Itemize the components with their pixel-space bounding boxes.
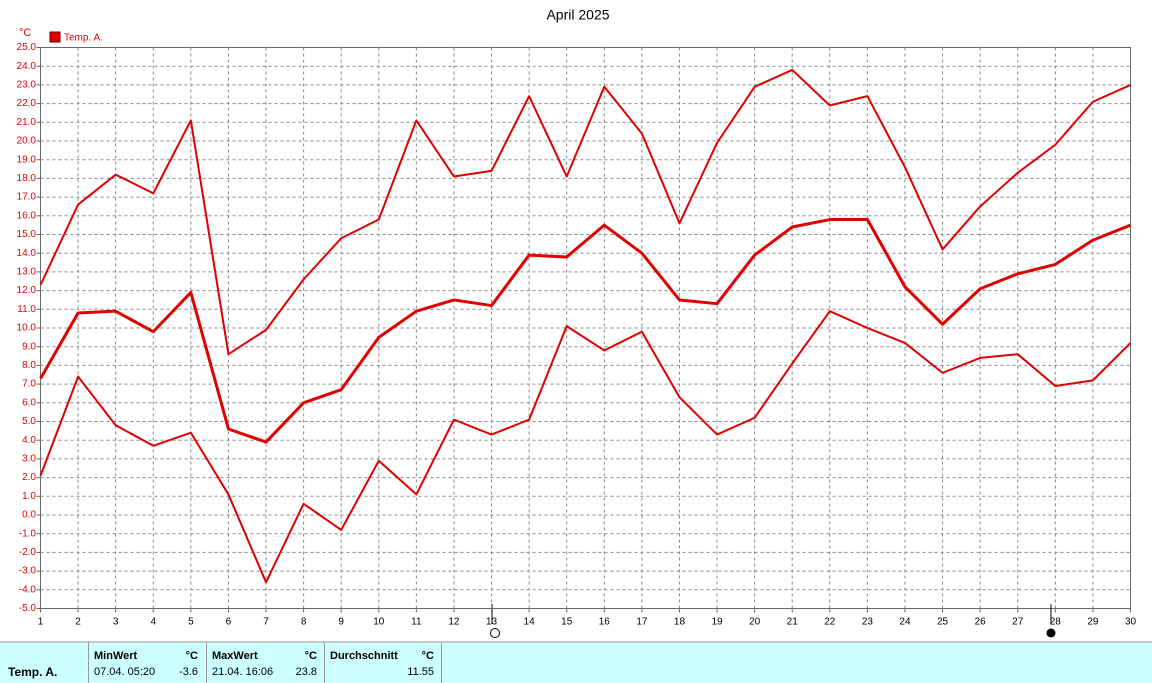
y-tick-label: 17.0 bbox=[17, 192, 37, 203]
series-line bbox=[39, 218, 1132, 444]
x-tick-label: 2 bbox=[75, 617, 81, 628]
y-tick-label: 1.0 bbox=[22, 491, 36, 502]
y-tick-label: 19.0 bbox=[17, 154, 37, 165]
y-tick-label: 20.0 bbox=[17, 136, 37, 147]
y-tick-label: 13.0 bbox=[17, 267, 37, 278]
stats-header: MaxWert bbox=[212, 650, 258, 662]
x-tick-label: 28 bbox=[1050, 617, 1062, 628]
series-line bbox=[39, 68, 1131, 356]
y-tick-label: 10.0 bbox=[17, 323, 37, 334]
y-tick-label: 25.0 bbox=[17, 42, 37, 53]
x-tick-label: 20 bbox=[749, 617, 761, 628]
x-tick-label: 21 bbox=[787, 617, 799, 628]
chart-title: April 2025 bbox=[546, 7, 609, 23]
stats-borders bbox=[0, 641, 1152, 683]
x-tick-label: 19 bbox=[711, 617, 723, 628]
y-tick-label: -3.0 bbox=[19, 566, 37, 577]
y-tick-label: 14.0 bbox=[17, 248, 37, 259]
x-tick-label: 13 bbox=[486, 617, 498, 628]
x-tick-label: 24 bbox=[899, 617, 911, 628]
stats-unit: °C bbox=[422, 650, 434, 662]
x-tick-label: 18 bbox=[674, 617, 686, 628]
x-tick-label: 14 bbox=[524, 617, 536, 628]
y-tick-label: -2.0 bbox=[19, 547, 37, 558]
y-tick-label: 22.0 bbox=[17, 98, 37, 109]
x-tick-label: 10 bbox=[373, 617, 385, 628]
x-tick-label: 7 bbox=[263, 617, 269, 628]
x-tick-label: 11 bbox=[411, 617, 422, 628]
y-tick-label: 21.0 bbox=[17, 117, 37, 128]
stats-row-label: Temp. A. bbox=[8, 665, 57, 679]
x-tick-label: 6 bbox=[226, 617, 232, 628]
stats-unit: °C bbox=[186, 650, 198, 662]
y-tick-label: 9.0 bbox=[22, 341, 36, 352]
stats-header: MinWert bbox=[94, 650, 138, 662]
x-tick-label: 5 bbox=[188, 617, 194, 628]
y-tick-label: 4.0 bbox=[22, 435, 36, 446]
y-tick-label: 15.0 bbox=[17, 229, 37, 240]
legend-swatch bbox=[49, 31, 61, 43]
stats-value: 23.8 bbox=[296, 666, 317, 678]
full-moon-icon bbox=[490, 628, 500, 638]
stats-time: 21.04. 16:06 bbox=[212, 666, 273, 678]
y-tick-label: 2.0 bbox=[22, 472, 36, 483]
x-tick-label: 27 bbox=[1012, 617, 1024, 628]
y-tick-label: 24.0 bbox=[17, 61, 37, 72]
y-tick-label: 5.0 bbox=[22, 416, 36, 427]
y-tick-label: 23.0 bbox=[17, 80, 37, 91]
new-moon-icon bbox=[1046, 628, 1056, 638]
y-tick-label: 18.0 bbox=[17, 173, 37, 184]
series-line bbox=[39, 310, 1132, 584]
x-tick-label: 1 bbox=[38, 617, 44, 628]
y-tick-label: -4.0 bbox=[19, 584, 37, 595]
y-tick-label: 3.0 bbox=[22, 454, 36, 465]
stats-value: -3.6 bbox=[179, 666, 198, 678]
x-tick-label: 15 bbox=[561, 617, 573, 628]
x-tick-label: 16 bbox=[599, 617, 611, 628]
x-tick-label: 3 bbox=[113, 617, 119, 628]
x-tick-label: 12 bbox=[448, 617, 460, 628]
y-tick-label: -5.0 bbox=[19, 603, 37, 614]
x-tick-label: 8 bbox=[301, 617, 307, 628]
x-tick-label: 23 bbox=[862, 617, 874, 628]
x-tick-label: 22 bbox=[824, 617, 836, 628]
y-tick-label: 12.0 bbox=[17, 285, 37, 296]
x-tick-label: 17 bbox=[636, 617, 648, 628]
x-tick-label: 30 bbox=[1125, 617, 1137, 628]
y-tick-label: 6.0 bbox=[22, 397, 36, 408]
x-tick-label: 9 bbox=[338, 617, 344, 628]
x-tick-label: 26 bbox=[975, 617, 987, 628]
stats-band bbox=[0, 642, 1152, 683]
y-tick-label: 16.0 bbox=[17, 210, 37, 221]
stats-unit: °C bbox=[305, 650, 317, 662]
stats-value: 11.55 bbox=[407, 666, 434, 678]
stats-header: Durchschnitt bbox=[330, 650, 398, 662]
y-tick-label: 0.0 bbox=[22, 510, 36, 521]
y-tick-label: 8.0 bbox=[22, 360, 36, 371]
x-tick-label: 29 bbox=[1087, 617, 1099, 628]
y-tick-label: 11.0 bbox=[17, 304, 36, 315]
legend-label: Temp. A. bbox=[64, 33, 103, 44]
y-tick-label: -1.0 bbox=[19, 528, 37, 539]
x-tick-label: 4 bbox=[150, 617, 156, 628]
x-tick-label: 25 bbox=[937, 617, 949, 628]
y-tick-label: 7.0 bbox=[22, 379, 36, 390]
stats-time: 07.04. 05:20 bbox=[94, 666, 155, 678]
y-unit: °C bbox=[19, 27, 31, 39]
